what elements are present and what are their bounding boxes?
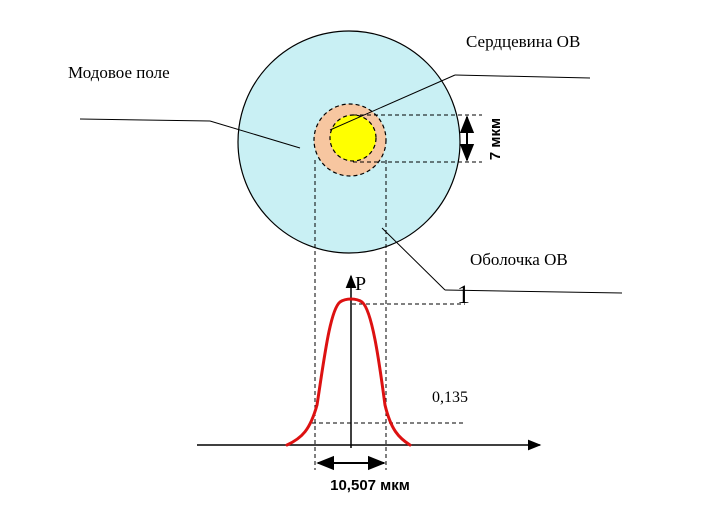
p-axis-label: P [355, 273, 366, 295]
level-low-label: 0,135 [432, 389, 468, 406]
core-circle [329, 114, 377, 162]
cladding-label: Оболочка ОВ [470, 250, 568, 269]
level-one-label: 1 [457, 280, 470, 309]
core-label: Сердцевина ОВ [466, 32, 580, 51]
mfd-dimension-label: 10,507 мкм [330, 477, 410, 494]
dimension-guides [312, 114, 482, 470]
core-dimension-label: 7 мкм [487, 118, 504, 160]
power-distribution-curve [285, 297, 412, 447]
mode-field-label: Модовое поле [68, 63, 170, 82]
leader-lines [79, 74, 623, 294]
